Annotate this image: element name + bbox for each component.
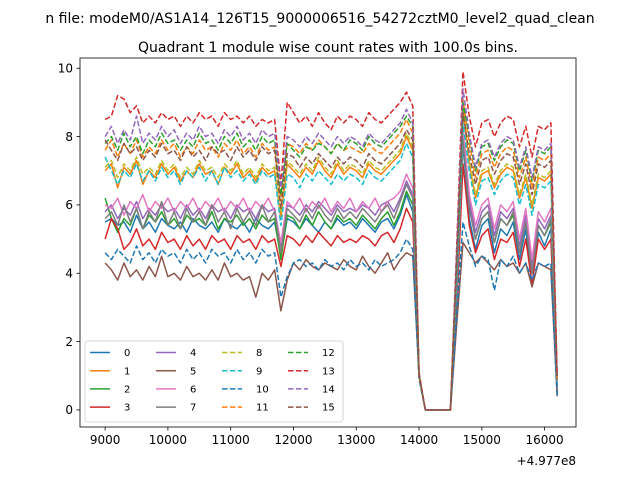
y-tick-label: 8 (65, 130, 73, 144)
y-tick-label: 0 (65, 403, 73, 417)
legend-label-13: 13 (322, 366, 335, 377)
y-tick-label: 10 (58, 62, 73, 76)
legend-label-2: 2 (124, 385, 130, 396)
series-line-14 (104, 88, 558, 411)
legend-label-1: 1 (124, 366, 130, 377)
x-tick-label: 16000 (526, 433, 564, 447)
y-tick-label: 2 (65, 335, 73, 349)
legend-label-8: 8 (256, 348, 262, 359)
legend-label-7: 7 (190, 403, 196, 414)
legend-label-11: 11 (256, 403, 269, 414)
x-tick-label: 12000 (274, 433, 312, 447)
series-line-3 (104, 163, 558, 411)
series-line-6 (104, 125, 558, 411)
x-tick-label: 15000 (463, 433, 501, 447)
x-tick-label: 9000 (90, 433, 121, 447)
series-layer (104, 70, 558, 411)
series-line-1 (104, 108, 558, 411)
series-line-10 (104, 221, 558, 411)
legend-frame (84, 340, 344, 423)
legend-label-12: 12 (322, 348, 335, 359)
legend-label-3: 3 (124, 403, 130, 414)
series-line-12 (104, 101, 558, 411)
legend-label-4: 4 (190, 348, 196, 359)
x-tick-label: 14000 (400, 433, 438, 447)
chart-title: Quadrant 1 module wise count rates with … (138, 40, 518, 56)
series-line-4 (104, 132, 558, 411)
legend-label-14: 14 (322, 385, 335, 396)
series-line-7 (104, 139, 558, 411)
ticks-layer: 9000 10000 11000 12000 13000 14000 15000 16000 0… (58, 62, 564, 447)
x-tick-label: 13000 (337, 433, 375, 447)
series-line-8 (104, 105, 558, 411)
y-tick-label: 4 (65, 267, 73, 281)
series-line-15 (104, 111, 558, 411)
legend-label-9: 9 (256, 366, 262, 377)
x-axis-offset-label: +4.977e8 (517, 454, 576, 468)
figure-suptitle: n file: modeM0/AS1A14_126T15_9000006516_… (45, 11, 594, 27)
legend-label-10: 10 (256, 385, 269, 396)
plot-area: 9000 10000 11000 12000 13000 14000 15000 16000 0… (58, 57, 577, 447)
x-tick-label: 11000 (212, 433, 250, 447)
series-line-9 (104, 122, 558, 411)
axes-frame (79, 57, 577, 428)
x-tick-label: 10000 (149, 433, 187, 447)
legend-label-6: 6 (190, 385, 196, 396)
legend-label-15: 15 (322, 403, 335, 414)
series-line-13 (104, 70, 558, 411)
legend-label-0: 0 (124, 348, 130, 359)
legend-label-5: 5 (190, 366, 196, 377)
y-tick-label: 6 (65, 198, 73, 212)
